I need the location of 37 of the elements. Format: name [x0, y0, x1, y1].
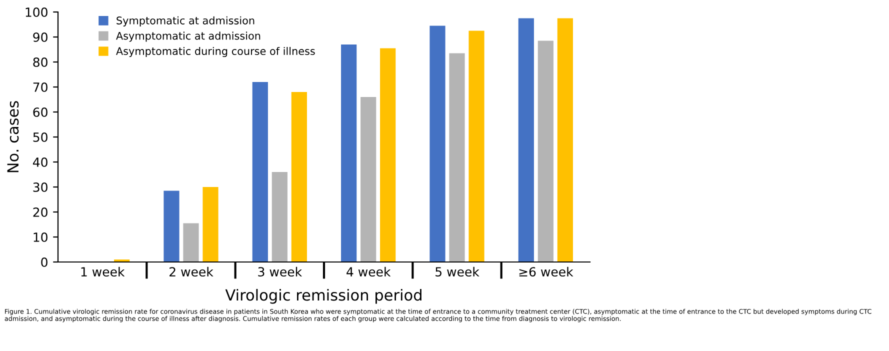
- bar: [252, 82, 268, 262]
- y-tick-label: 50: [33, 132, 48, 142]
- bar: [360, 97, 376, 262]
- bar: [518, 18, 534, 262]
- bar: [380, 48, 396, 262]
- bar: [557, 18, 573, 262]
- y-axis-title: No. cases: [7, 101, 19, 172]
- x-tick-label: 2 week: [170, 266, 214, 277]
- y-tick-label: 80: [33, 57, 48, 67]
- legend-label: Asymptomatic during course of illness: [116, 46, 315, 58]
- bar: [538, 40, 554, 262]
- legend-label: Asymptomatic at admission: [116, 32, 260, 42]
- bar: [430, 26, 446, 262]
- y-tick-label: 0: [41, 257, 48, 267]
- bar: [341, 44, 357, 262]
- bar: [272, 172, 288, 262]
- bar: [468, 30, 484, 262]
- y-tick-label: 100: [26, 7, 48, 17]
- y-tick-label: 40: [32, 157, 48, 167]
- x-tick-label: 5 week: [436, 266, 480, 277]
- x-tick-label: 3 week: [258, 266, 302, 277]
- y-tick-label: 20: [33, 207, 48, 217]
- y-tick-label: 30: [33, 182, 48, 192]
- y-tick-label: 60: [33, 107, 48, 117]
- bar: [291, 92, 307, 262]
- x-tick-label: ≥6 week: [519, 266, 574, 277]
- x-tick-label: 1 week: [81, 266, 125, 277]
- y-tick-label: 90: [33, 32, 48, 42]
- bar: [202, 187, 218, 262]
- y-tick-label: 70: [33, 82, 48, 92]
- bar: [449, 53, 465, 262]
- bar: [164, 190, 180, 262]
- bar: [183, 223, 199, 262]
- legend-label: Symptomatic at admission: [116, 16, 254, 26]
- x-axis-title: Virologic remission period: [225, 288, 422, 304]
- x-tick-label: 4 week: [346, 266, 391, 277]
- y-tick-label: 10: [34, 232, 48, 242]
